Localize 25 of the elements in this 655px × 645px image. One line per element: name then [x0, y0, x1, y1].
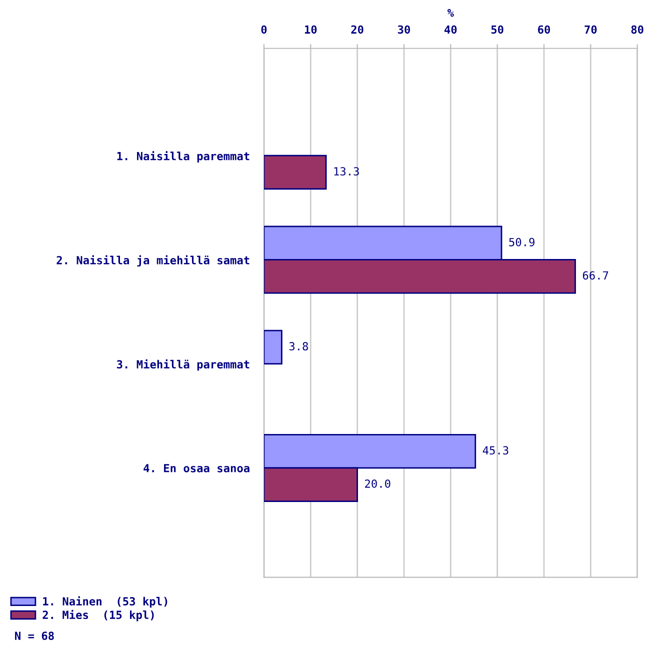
x-tick-label: 80 [631, 25, 644, 34]
x-axis-title: % [447, 9, 454, 17]
legend-label: 1. Nainen (53 kpl) [43, 596, 168, 608]
bar [264, 330, 282, 365]
data-label: 20.0 [365, 479, 390, 488]
data-label: 3.8 [289, 342, 308, 350]
data-label: 45.3 [482, 446, 508, 455]
x-tick-label: 70 [584, 25, 597, 34]
x-tick-label: 50 [491, 25, 504, 34]
x-tick-label: 30 [398, 25, 410, 34]
x-tick-label: 40 [444, 25, 457, 34]
y-tick-label: 1. Naisilla paremmat [117, 151, 250, 162]
data-label: 50.9 [509, 238, 534, 246]
data-label: 13.3 [334, 167, 359, 176]
x-tick-label: 60 [538, 25, 550, 34]
x-tick-label: 10 [304, 25, 317, 34]
text: N = 68 [15, 632, 54, 640]
y-tick-label: 4. En osaa sanoa [144, 464, 250, 472]
y-tick-label: 2. Naisilla ja miehillä samat [56, 255, 250, 267]
x-tick-label: 20 [351, 25, 364, 34]
data-label: 66.7 [582, 271, 608, 280]
y-tick-label: 3. Miehillä paremmat [116, 359, 250, 371]
x-tick-label: 0 [261, 25, 267, 34]
bar [264, 154, 327, 190]
legend-label: 2. Mies (15 kpl) [42, 610, 154, 622]
